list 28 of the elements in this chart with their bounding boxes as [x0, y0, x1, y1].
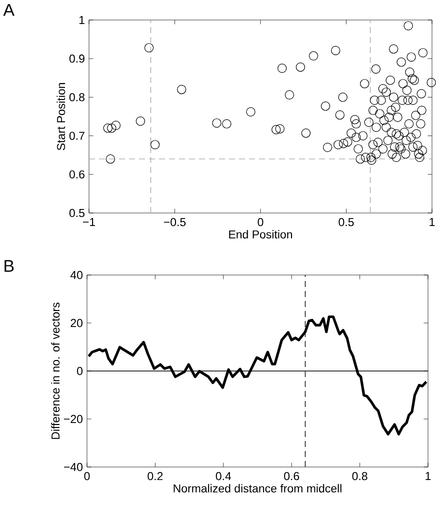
text: B: [4, 260, 14, 272]
y-tick-label: 1: [79, 16, 84, 24]
y-tick-label: 0.7: [69, 132, 84, 140]
y-tick-label: 40: [70, 270, 83, 280]
y-tick-label: 20: [70, 318, 83, 328]
x-tick-label: 0: [258, 218, 264, 226]
x-tick-label: −1: [83, 218, 95, 226]
x-tick-label: −0.5: [164, 218, 186, 226]
x-tick-label: 1: [426, 472, 431, 480]
y-tick-label: 0: [77, 366, 83, 376]
x-tick-label: 0.8: [352, 472, 368, 480]
x-tick-label: 0.5: [338, 218, 354, 226]
y-tick-label: 0.5: [69, 208, 84, 218]
x-axis-title: Normalized distance from midcell: [174, 484, 342, 492]
y-axis-title: Start Position: [56, 83, 66, 150]
y-tick-label: −20: [64, 414, 83, 424]
x-tick-label: 0.2: [148, 472, 163, 480]
x-tick-label: 0.4: [216, 472, 232, 480]
x-tick-label: 1: [430, 218, 435, 226]
x-axis-title: End Position: [229, 230, 292, 238]
y-axis-title: Difference in no. of vectors: [51, 302, 60, 439]
text: A: [3, 4, 15, 16]
y-tick-label: 0.6: [69, 170, 84, 178]
y-tick-label: 0.9: [69, 54, 84, 63]
x-tick-label: 0.6: [284, 472, 300, 480]
y-tick-label: −40: [64, 462, 83, 472]
x-tick-label: 0: [84, 472, 90, 480]
y-tick-label: 0.8: [69, 93, 84, 102]
